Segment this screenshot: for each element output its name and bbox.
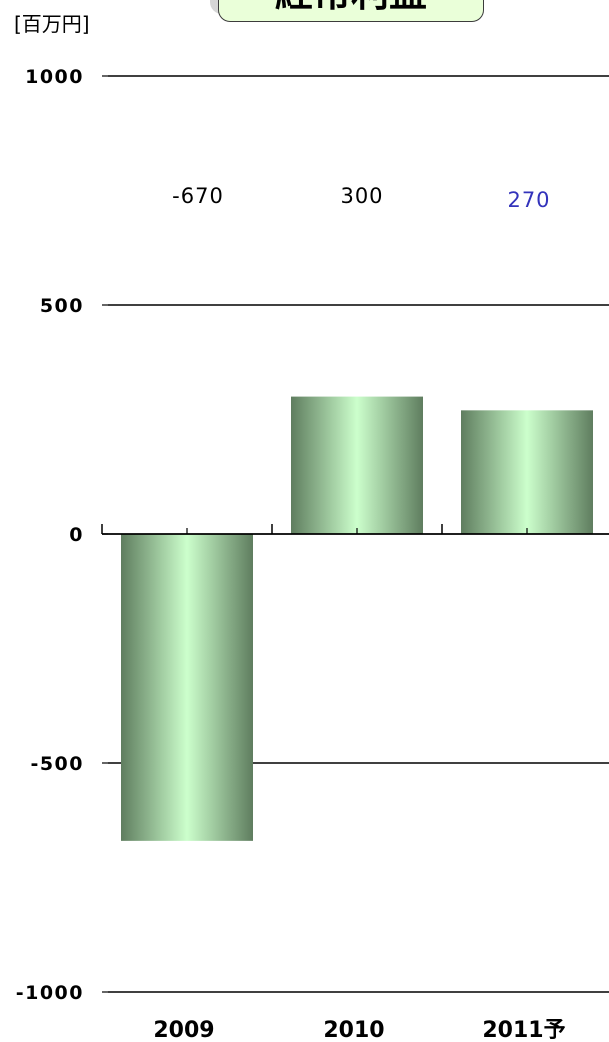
- x-category-label: 2011予: [482, 1018, 565, 1042]
- chart-title-box: 経常利益: [218, 0, 484, 22]
- y-tick-label: 1000: [25, 66, 84, 88]
- x-category-label: 2009: [153, 1018, 214, 1042]
- bar-2009: [121, 534, 253, 841]
- y-tick-label: -500: [30, 753, 84, 775]
- chart-title: 経常利益: [275, 0, 427, 15]
- unit-label: [百万円]: [14, 12, 90, 36]
- y-tick-label: 0: [69, 524, 84, 546]
- x-category-label: 2010: [323, 1018, 384, 1042]
- bar-2010: [291, 396, 423, 534]
- y-tick-label: 500: [40, 295, 84, 317]
- data-label: -670: [172, 184, 224, 208]
- data-label: 300: [340, 184, 383, 208]
- bar-2011予: [461, 410, 593, 534]
- data-label: 270: [507, 188, 550, 212]
- y-tick-label: -1000: [16, 982, 84, 1004]
